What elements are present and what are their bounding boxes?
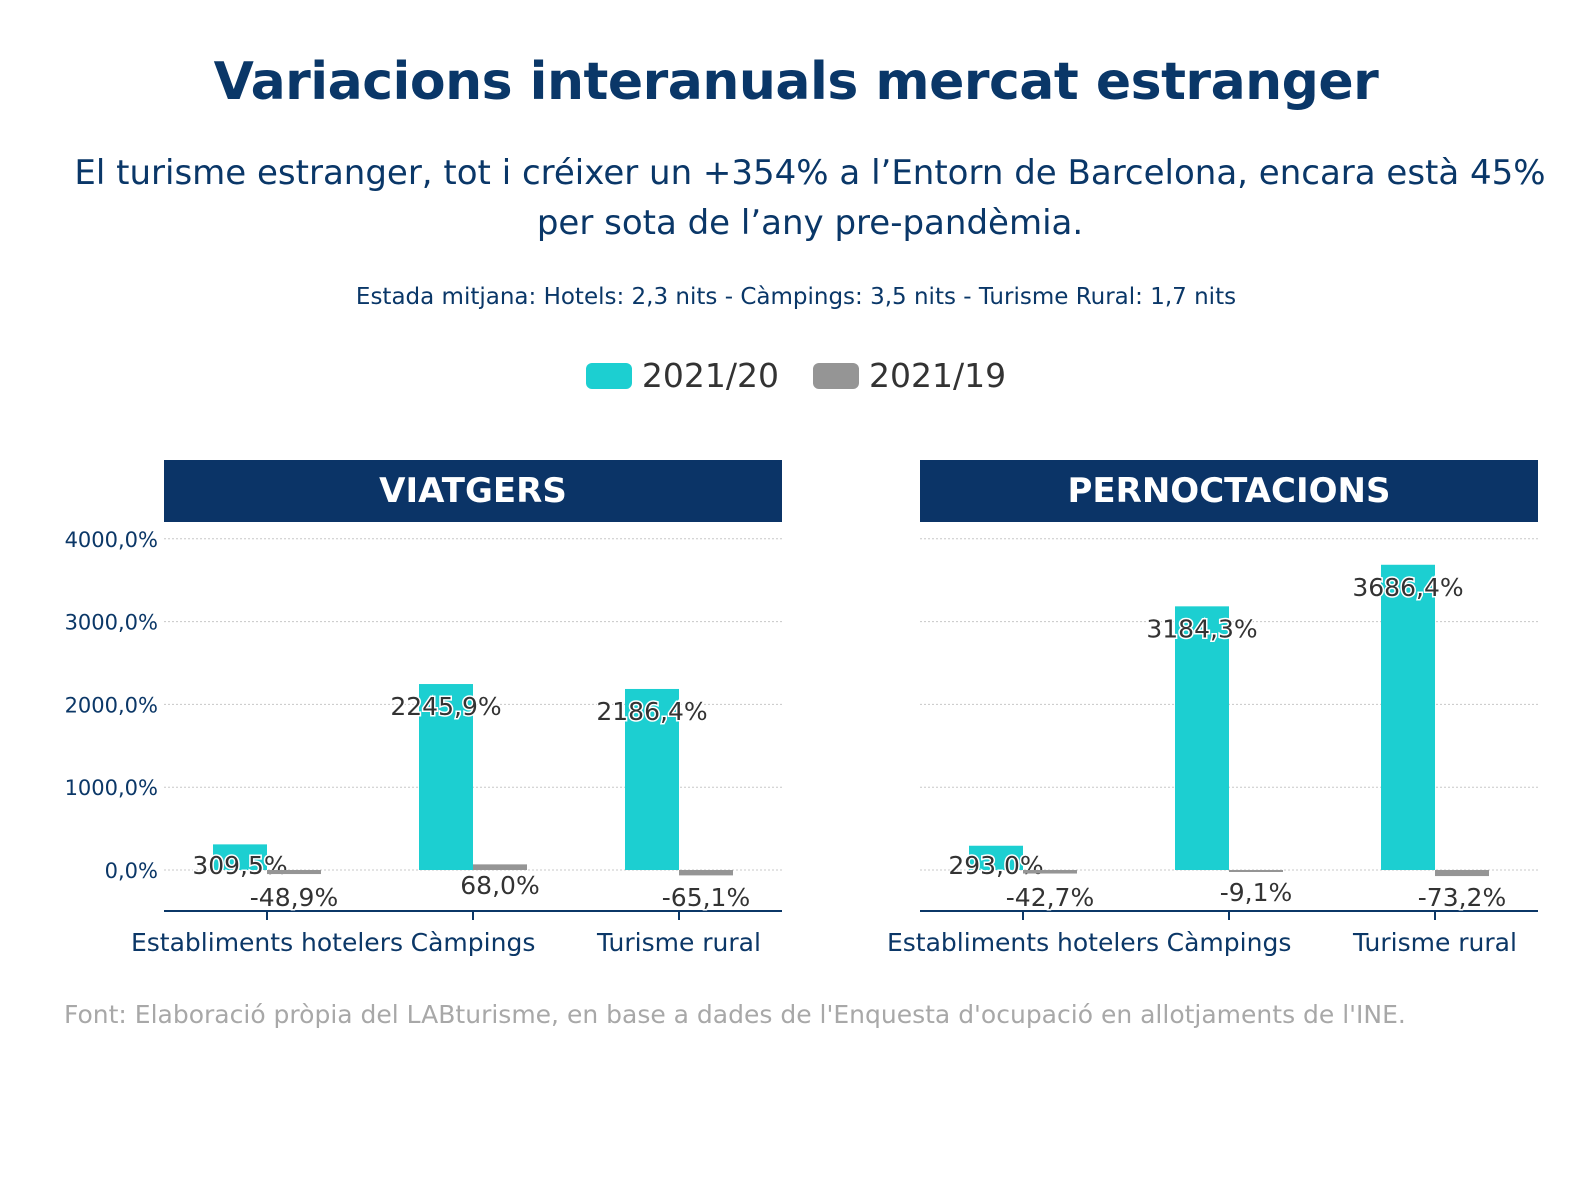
bar-viatgers-2021-19 bbox=[679, 870, 733, 876]
source-note: Font: Elaboració pròpia del LABturisme, … bbox=[64, 1000, 1406, 1029]
bar-viatgers-2021-19 bbox=[267, 870, 321, 875]
legend-label-2021-20: 2021/20 bbox=[641, 356, 779, 395]
data-label: 2245,9% bbox=[390, 692, 501, 721]
y-tick-label: 2000,0% bbox=[65, 693, 158, 717]
legend: 2021/20 2021/19 bbox=[0, 356, 1592, 395]
data-label: -9,1% bbox=[1220, 878, 1293, 907]
average-stay-note: Estada mitjana: Hotels: 2,3 nits - Càmpi… bbox=[355, 284, 1237, 310]
y-tick-label: 0,0% bbox=[105, 859, 158, 883]
y-tick-label: 4000,0% bbox=[65, 528, 158, 552]
panel-header-viatgers: VIATGERS bbox=[164, 460, 782, 522]
data-label: -65,1% bbox=[662, 883, 750, 912]
x-tick-label: Turisme rural bbox=[1352, 928, 1517, 957]
data-label: -48,9% bbox=[250, 883, 338, 912]
bar-pernoctacions-2021-20 bbox=[1381, 564, 1435, 870]
x-tick-label: Turisme rural bbox=[596, 928, 761, 957]
y-tick-label: 1000,0% bbox=[65, 776, 158, 800]
data-label: 309,5% bbox=[192, 851, 287, 880]
bar-pernoctacions-2021-19 bbox=[1435, 870, 1489, 877]
x-tick-label: Establiments hotelers bbox=[131, 928, 403, 957]
legend-label-2021-19: 2021/19 bbox=[869, 356, 1007, 395]
legend-item-2021-19: 2021/19 bbox=[813, 356, 1006, 395]
bar-viatgers-2021-19 bbox=[473, 864, 527, 870]
bar-viatgers-2021-20 bbox=[213, 844, 267, 870]
bar-pernoctacions-2021-20 bbox=[969, 845, 1023, 870]
data-label: 68,0% bbox=[460, 871, 539, 900]
data-label: 2186,4% bbox=[596, 697, 707, 726]
legend-swatch-2021-20 bbox=[585, 362, 632, 389]
data-label: -42,7% bbox=[1006, 883, 1094, 912]
bar-pernoctacions-2021-20 bbox=[1175, 606, 1229, 870]
chart-subtitle: El turisme estranger, tot i créixer un +… bbox=[74, 153, 1546, 243]
x-tick-label: Càmpings bbox=[1167, 928, 1292, 957]
x-tick-label: Càmpings bbox=[411, 928, 536, 957]
x-tick-label: Establiments hotelers bbox=[887, 928, 1159, 957]
legend-item-2021-20: 2021/20 bbox=[585, 356, 779, 395]
chart-title: Variacions interanuals mercat estranger bbox=[213, 52, 1379, 112]
y-tick-label: 3000,0% bbox=[65, 611, 158, 635]
bar-viatgers-2021-20 bbox=[625, 688, 679, 870]
bar-viatgers-2021-20 bbox=[419, 684, 473, 870]
data-label: -73,2% bbox=[1418, 883, 1506, 912]
data-label: 3184,3% bbox=[1146, 614, 1257, 643]
legend-swatch-2021-19 bbox=[813, 362, 859, 389]
bar-pernoctacions-2021-19 bbox=[1023, 870, 1077, 874]
panel-header-pernoctacions: PERNOCTACIONS bbox=[920, 460, 1538, 522]
data-label: 3686,4% bbox=[1352, 573, 1463, 602]
data-label: 293,0% bbox=[948, 851, 1043, 880]
bar-pernoctacions-2021-19 bbox=[1229, 870, 1283, 872]
